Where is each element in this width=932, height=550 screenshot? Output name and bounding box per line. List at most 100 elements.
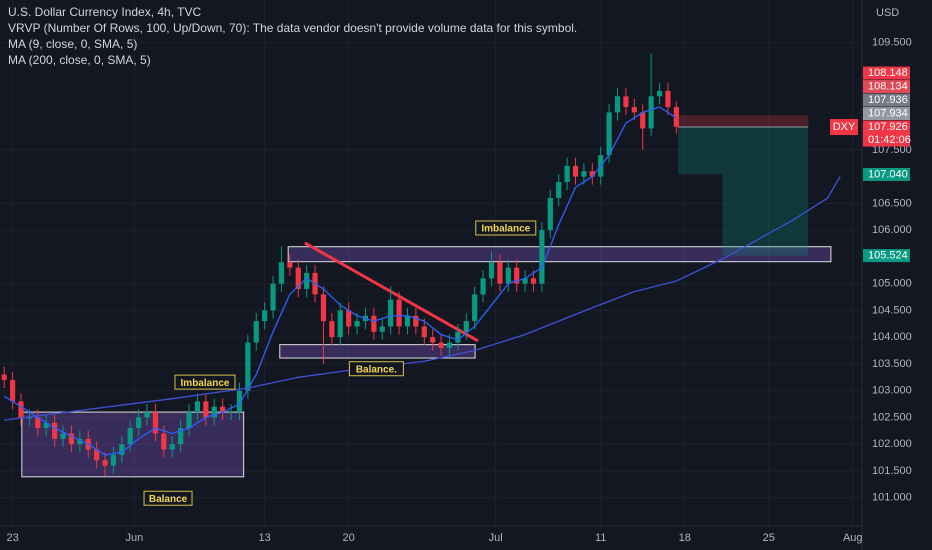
stop-zone bbox=[678, 115, 809, 128]
candle-body bbox=[10, 379, 16, 402]
candle-body bbox=[514, 267, 520, 284]
x-tick-label: 20 bbox=[343, 532, 355, 544]
candle-body bbox=[278, 262, 285, 284]
price-tag-label: 105.524 bbox=[868, 250, 908, 262]
price-tag-label: 108.134 bbox=[868, 80, 908, 92]
candle-body bbox=[556, 181, 562, 199]
candle-body bbox=[455, 331, 461, 343]
candle-body bbox=[589, 171, 595, 177]
candle-body bbox=[346, 310, 352, 327]
candle-body bbox=[186, 412, 192, 429]
candle-body bbox=[35, 417, 41, 429]
symbol-tag-label: DXY bbox=[833, 121, 856, 133]
candle-body bbox=[614, 96, 621, 113]
candle-body bbox=[110, 454, 117, 466]
candle-body bbox=[388, 299, 394, 327]
y-tick-label: 103.500 bbox=[872, 358, 912, 370]
candle-body bbox=[564, 165, 570, 182]
legend-entry: MA (9, close, 0, SMA, 5) bbox=[8, 37, 137, 51]
candle-body bbox=[320, 294, 327, 322]
price-tag bbox=[863, 93, 910, 107]
candle-body bbox=[522, 278, 528, 284]
y-tick-label: 106.500 bbox=[872, 197, 912, 209]
candle-body bbox=[245, 342, 251, 391]
candle-body bbox=[144, 412, 150, 418]
annotation: Imbalance bbox=[481, 224, 530, 235]
trendline bbox=[304, 241, 479, 343]
candle-body bbox=[262, 310, 268, 322]
candle-body bbox=[640, 112, 646, 129]
candle-body bbox=[127, 428, 133, 445]
y-tick-label: 103.000 bbox=[872, 385, 912, 397]
annotation-box bbox=[143, 490, 193, 506]
price-tag-label: 107.934 bbox=[868, 107, 908, 119]
price-tag-label: 108.148 bbox=[868, 67, 908, 79]
candle-body bbox=[119, 444, 125, 455]
x-tick-label: 13 bbox=[259, 532, 271, 544]
candle-body bbox=[421, 326, 427, 338]
y-tick-label: 101.500 bbox=[872, 465, 912, 477]
annotation-box bbox=[174, 374, 236, 390]
ma-line bbox=[3, 106, 677, 456]
candle-body bbox=[178, 428, 184, 445]
price-tag-label: 107.936 bbox=[868, 94, 908, 106]
candle-body bbox=[270, 283, 276, 311]
zone bbox=[21, 411, 245, 478]
labels: Imbalance Balance Balance. Imbalance bbox=[143, 220, 537, 506]
candle-body bbox=[287, 262, 293, 268]
x-tick-label: 23 bbox=[6, 532, 18, 544]
annotation: Imbalance bbox=[181, 378, 230, 389]
candle-body bbox=[354, 321, 360, 327]
target-zone bbox=[722, 127, 809, 256]
candle-body bbox=[43, 422, 49, 429]
candle-body bbox=[304, 272, 310, 289]
price-tag-label: 107.040 bbox=[868, 168, 908, 180]
candle-body bbox=[505, 267, 511, 284]
candle-body bbox=[220, 406, 226, 413]
currency-label: USD bbox=[876, 7, 899, 19]
candle-body bbox=[337, 310, 343, 338]
zone bbox=[279, 344, 476, 359]
annotation: Balance bbox=[149, 494, 188, 505]
x-tick-label: Jun bbox=[126, 532, 144, 544]
grid bbox=[0, 0, 862, 525]
candle-body bbox=[631, 107, 637, 113]
candle-body bbox=[228, 412, 234, 414]
candle-body bbox=[329, 321, 335, 338]
candle-body bbox=[539, 230, 545, 284]
candle-body bbox=[404, 315, 411, 327]
price-tag bbox=[863, 66, 910, 80]
candle-body bbox=[623, 96, 629, 108]
x-tick-label: 25 bbox=[763, 532, 775, 544]
y-tick-label: 102.500 bbox=[872, 411, 912, 423]
candle-body bbox=[52, 422, 58, 439]
candle-body bbox=[547, 198, 553, 231]
countdown: 01:42:06 bbox=[868, 134, 911, 146]
marks bbox=[1, 53, 841, 477]
candle-body bbox=[136, 417, 142, 429]
y-tick-label: 104.000 bbox=[872, 331, 912, 343]
candle-body bbox=[18, 401, 24, 418]
candle-body bbox=[253, 321, 259, 343]
drawings bbox=[21, 115, 832, 478]
symbol-tag bbox=[830, 119, 858, 136]
price-tag bbox=[863, 120, 910, 147]
candle-body bbox=[161, 433, 167, 450]
candle-body bbox=[194, 401, 201, 413]
candle-body bbox=[77, 438, 83, 445]
candle-body bbox=[530, 278, 537, 284]
candle-body bbox=[463, 321, 469, 332]
candle-body bbox=[430, 337, 436, 343]
candle-body bbox=[480, 278, 486, 295]
candle-body bbox=[581, 171, 587, 177]
zone bbox=[287, 246, 832, 263]
candle-body bbox=[379, 326, 385, 332]
price-tag bbox=[863, 80, 910, 94]
annotation-box bbox=[348, 361, 404, 377]
y-tick-label: 106.000 bbox=[872, 224, 912, 236]
candle-body bbox=[1, 374, 7, 380]
ma-line bbox=[4, 176, 841, 421]
candle-body bbox=[68, 433, 75, 445]
candle-body bbox=[648, 96, 654, 129]
